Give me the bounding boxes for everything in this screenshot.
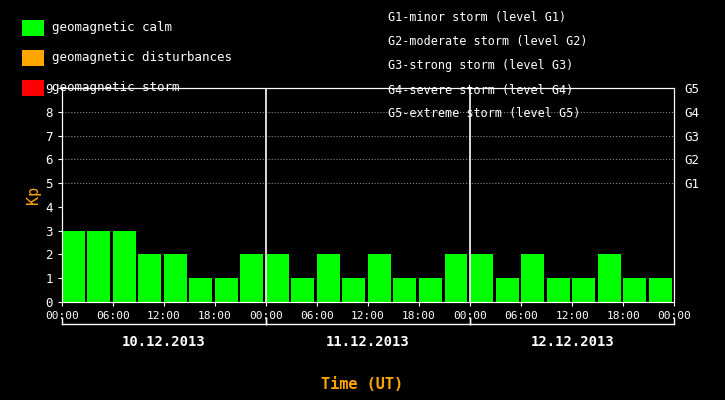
Bar	[189, 278, 212, 302]
Text: 12.12.2013: 12.12.2013	[530, 335, 614, 349]
Bar	[138, 254, 161, 302]
Text: geomagnetic calm: geomagnetic calm	[52, 22, 173, 34]
Bar	[547, 278, 570, 302]
Bar	[394, 278, 416, 302]
Bar	[521, 254, 544, 302]
Text: geomagnetic storm: geomagnetic storm	[52, 82, 180, 94]
Bar	[419, 278, 442, 302]
Bar	[368, 254, 391, 302]
Bar	[572, 278, 595, 302]
Bar	[291, 278, 315, 302]
Text: G1-minor storm (level G1): G1-minor storm (level G1)	[388, 12, 566, 24]
Text: G2-moderate storm (level G2): G2-moderate storm (level G2)	[388, 36, 587, 48]
Text: Time (UT): Time (UT)	[321, 377, 404, 392]
Text: G5-extreme storm (level G5): G5-extreme storm (level G5)	[388, 108, 580, 120]
Bar	[164, 254, 187, 302]
Bar	[597, 254, 621, 302]
Bar	[240, 254, 263, 302]
Text: 10.12.2013: 10.12.2013	[122, 335, 206, 349]
Bar	[649, 278, 671, 302]
Text: geomagnetic disturbances: geomagnetic disturbances	[52, 52, 232, 64]
Bar	[266, 254, 289, 302]
Bar	[112, 231, 136, 302]
Bar	[215, 278, 238, 302]
Bar	[62, 231, 85, 302]
Bar	[444, 254, 468, 302]
Bar	[624, 278, 646, 302]
Bar	[470, 254, 493, 302]
Text: G4-severe storm (level G4): G4-severe storm (level G4)	[388, 84, 573, 96]
Bar	[317, 254, 340, 302]
Bar	[496, 278, 518, 302]
Text: 11.12.2013: 11.12.2013	[326, 335, 410, 349]
Bar	[342, 278, 365, 302]
Bar	[87, 231, 110, 302]
Text: G3-strong storm (level G3): G3-strong storm (level G3)	[388, 60, 573, 72]
Y-axis label: Kp: Kp	[26, 186, 41, 204]
